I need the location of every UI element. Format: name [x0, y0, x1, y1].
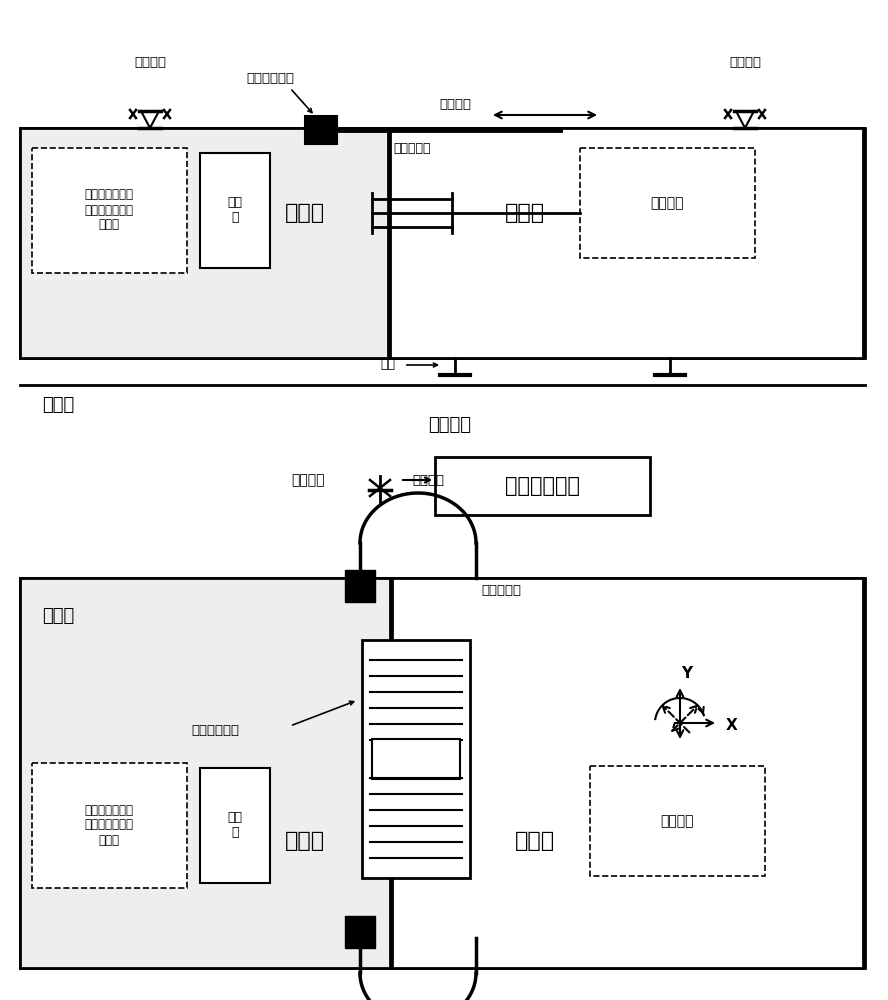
- Text: 计算
机: 计算 机: [227, 811, 242, 839]
- Bar: [32, 763, 187, 888]
- Text: 舱间电缆: 舱间电缆: [439, 99, 471, 111]
- Text: X: X: [726, 718, 738, 734]
- Text: 气足: 气足: [380, 359, 395, 371]
- Bar: [590, 766, 765, 876]
- Text: 磁浮电流驱动器
位移传感器采集
蓄电池: 磁浮电流驱动器 位移传感器采集 蓄电池: [84, 188, 133, 232]
- Bar: [392, 578, 863, 968]
- Text: 俯视图: 俯视图: [42, 607, 74, 625]
- Bar: [345, 570, 375, 602]
- Bar: [305, 116, 337, 144]
- Text: Y: Y: [681, 666, 693, 680]
- Bar: [32, 148, 187, 273]
- Bar: [372, 739, 460, 779]
- Text: 六维力传感器: 六维力传感器: [191, 724, 239, 736]
- Bar: [20, 128, 388, 358]
- Text: 舱间电缆: 舱间电缆: [412, 474, 444, 487]
- Text: 气浮平台: 气浮平台: [429, 416, 472, 434]
- Text: 光纤陀螺: 光纤陀螺: [650, 196, 684, 210]
- Bar: [580, 148, 755, 258]
- Text: 固定舱: 固定舱: [285, 831, 325, 851]
- Text: 磁浮作动器: 磁浮作动器: [481, 584, 521, 596]
- Text: 光纤陀螺: 光纤陀螺: [661, 814, 694, 828]
- Text: 侧视图: 侧视图: [42, 396, 74, 414]
- Bar: [200, 768, 270, 883]
- Text: 磁浮作动器: 磁浮作动器: [393, 141, 431, 154]
- Text: 运动舱: 运动舱: [505, 203, 545, 223]
- Bar: [345, 916, 375, 948]
- Text: 无线模块: 无线模块: [134, 55, 166, 68]
- Text: 无线模块: 无线模块: [291, 473, 325, 487]
- Text: 磁浮电流驱动器
位移传感器采集
蓄电池: 磁浮电流驱动器 位移传感器采集 蓄电池: [84, 804, 133, 846]
- Text: 运动舱: 运动舱: [515, 831, 555, 851]
- Bar: [20, 578, 865, 968]
- Text: 固定舱: 固定舱: [285, 203, 325, 223]
- Text: 计算
机: 计算 机: [227, 196, 242, 224]
- Text: 无线模块: 无线模块: [729, 55, 761, 68]
- Bar: [200, 153, 270, 268]
- Bar: [390, 128, 863, 358]
- Bar: [362, 640, 470, 878]
- Text: 六维力传感器: 六维力传感器: [246, 72, 294, 85]
- Bar: [435, 457, 650, 515]
- Text: 动力学目标机: 动力学目标机: [505, 476, 581, 496]
- Bar: [20, 578, 390, 968]
- Bar: [20, 128, 865, 358]
